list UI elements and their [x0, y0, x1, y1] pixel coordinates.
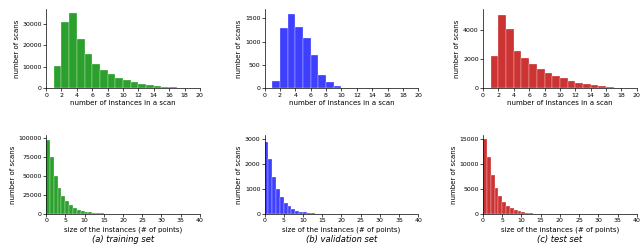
Bar [61, 22, 69, 88]
Y-axis label: number of scans: number of scans [236, 145, 242, 203]
Bar [54, 66, 61, 88]
Bar [84, 54, 92, 88]
Bar [491, 57, 499, 88]
Y-axis label: number of scans: number of scans [451, 145, 457, 203]
Bar [307, 213, 310, 214]
Bar [65, 201, 69, 214]
Bar [310, 213, 314, 214]
Bar [154, 86, 161, 88]
Bar [100, 70, 108, 88]
Y-axis label: number of scans: number of scans [10, 145, 16, 203]
Bar [502, 202, 506, 214]
Bar [92, 63, 100, 88]
Bar [272, 81, 280, 88]
Bar [491, 175, 495, 214]
X-axis label: number of instances in a scan: number of instances in a scan [70, 100, 176, 106]
X-axis label: size of the instances (# of points): size of the instances (# of points) [500, 226, 619, 233]
Bar [545, 73, 552, 88]
Bar [73, 208, 77, 214]
Bar [487, 157, 491, 214]
Bar [575, 83, 583, 88]
Bar [495, 188, 499, 214]
Bar [295, 211, 299, 214]
Bar [506, 206, 510, 214]
Bar [77, 210, 81, 214]
Bar [568, 81, 575, 88]
Bar [280, 197, 284, 214]
Bar [58, 187, 61, 214]
X-axis label: number of instances in a scan: number of instances in a scan [507, 100, 612, 106]
Bar [598, 86, 606, 88]
Bar [514, 210, 518, 214]
Bar [88, 212, 92, 214]
Bar [318, 75, 326, 88]
Bar [522, 212, 525, 214]
Bar [510, 208, 514, 214]
Bar [514, 51, 522, 88]
Bar [303, 38, 310, 88]
Bar [310, 55, 318, 88]
Text: (c) test set: (c) test set [538, 235, 582, 244]
Bar [537, 69, 545, 88]
Bar [525, 213, 529, 214]
Bar [84, 212, 88, 214]
Bar [108, 74, 115, 88]
Bar [529, 64, 537, 88]
Bar [518, 211, 522, 214]
Bar [522, 58, 529, 88]
Bar [77, 39, 84, 88]
Bar [69, 205, 73, 214]
Bar [287, 206, 291, 214]
Bar [100, 213, 104, 214]
Bar [606, 87, 614, 88]
Bar [552, 76, 560, 88]
Bar [291, 209, 295, 214]
Bar [299, 212, 303, 214]
Bar [264, 142, 268, 214]
Bar [131, 82, 138, 88]
Bar [591, 85, 598, 88]
Bar [272, 177, 276, 214]
Bar [560, 78, 568, 88]
Bar [483, 139, 487, 214]
Y-axis label: number of scans: number of scans [236, 19, 242, 78]
X-axis label: size of the instances (# of points): size of the instances (# of points) [282, 226, 401, 233]
Bar [61, 196, 65, 214]
Bar [333, 86, 342, 88]
Y-axis label: number of scans: number of scans [454, 19, 460, 78]
Bar [54, 176, 58, 214]
Text: (a) training set: (a) training set [92, 235, 154, 244]
Bar [295, 26, 303, 88]
Bar [506, 29, 514, 88]
Bar [96, 213, 100, 214]
Bar [115, 78, 123, 88]
Bar [499, 14, 506, 88]
Bar [280, 28, 287, 88]
X-axis label: number of instances in a scan: number of instances in a scan [289, 100, 394, 106]
Bar [529, 213, 533, 214]
Bar [92, 213, 96, 214]
Bar [161, 87, 169, 88]
Text: (b) validation set: (b) validation set [306, 235, 377, 244]
Bar [303, 212, 307, 214]
Bar [284, 203, 287, 214]
Bar [276, 189, 280, 214]
Bar [69, 13, 77, 88]
Bar [287, 14, 295, 88]
Bar [169, 87, 177, 88]
Bar [138, 84, 146, 88]
Bar [268, 159, 272, 214]
Bar [50, 157, 54, 214]
X-axis label: size of the instances (# of points): size of the instances (# of points) [64, 226, 182, 233]
Bar [146, 85, 154, 88]
Bar [326, 82, 333, 88]
Bar [499, 196, 502, 214]
Bar [46, 140, 50, 214]
Bar [123, 80, 131, 88]
Bar [81, 211, 84, 214]
Y-axis label: number of scans: number of scans [13, 19, 20, 78]
Bar [583, 84, 591, 88]
